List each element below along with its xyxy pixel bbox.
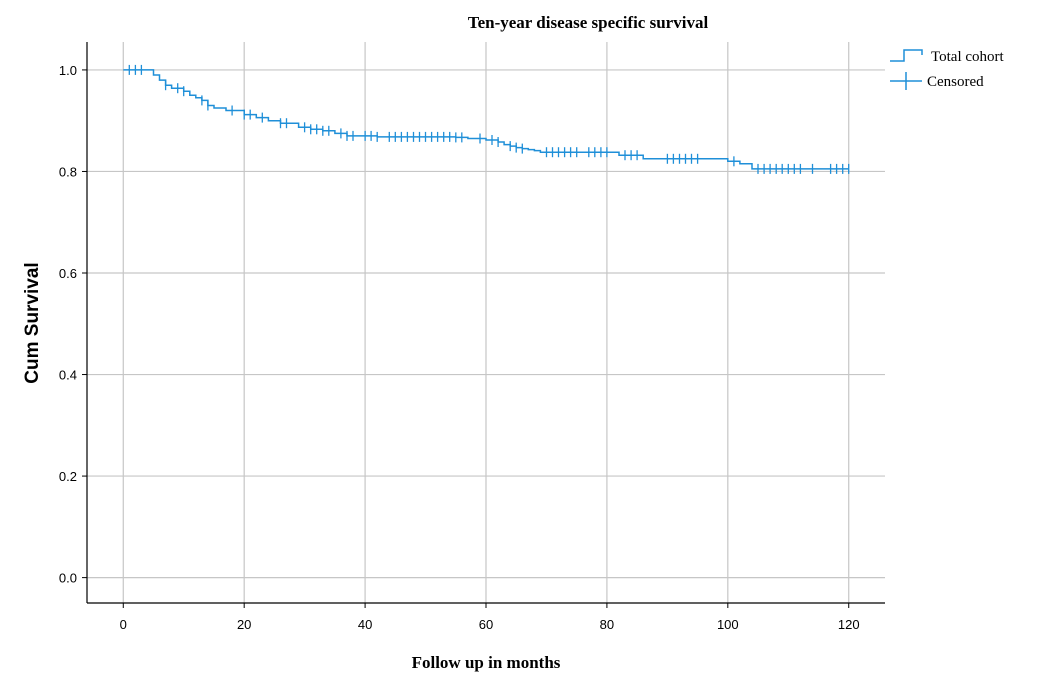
y-axis-label: Cum Survival xyxy=(22,262,43,383)
x-tick-label: 100 xyxy=(717,617,739,632)
x-tick-label: 0 xyxy=(120,617,127,632)
x-axis-label: Follow up in months xyxy=(412,653,561,672)
chart-title: Ten-year disease specific survival xyxy=(468,13,709,32)
x-tick-label: 80 xyxy=(600,617,614,632)
y-tick-label: 0.2 xyxy=(59,469,77,484)
censor-marks xyxy=(128,64,850,174)
x-tick-label: 20 xyxy=(237,617,251,632)
legend-plus-icon xyxy=(890,72,922,90)
legend: Total cohort Censored xyxy=(890,49,1005,90)
x-tick-label: 120 xyxy=(838,617,860,632)
legend-label-censored: Censored xyxy=(927,74,984,90)
y-tick-label: 1.0 xyxy=(59,63,77,78)
y-tick-label: 0.8 xyxy=(59,164,77,179)
legend-step-icon xyxy=(890,49,923,62)
x-tick-label: 60 xyxy=(479,617,493,632)
axes-layer: 0 20 40 60 80 100 120 0.0 0.2 0.4 0.6 0.8 1.0 xyxy=(59,42,885,632)
y-tick-label: 0.4 xyxy=(59,368,77,383)
series-layer xyxy=(123,69,849,170)
y-tick-label: 0.6 xyxy=(59,266,77,281)
x-tick-label: 40 xyxy=(358,617,372,632)
y-tick-label: 0.0 xyxy=(59,571,77,586)
legend-label-total-cohort: Total cohort xyxy=(931,49,1005,65)
legend-item-censored: Censored xyxy=(890,72,984,90)
grid-layer xyxy=(87,42,885,603)
survival-step-line xyxy=(123,69,849,170)
legend-item-total-cohort: Total cohort xyxy=(890,49,1005,65)
